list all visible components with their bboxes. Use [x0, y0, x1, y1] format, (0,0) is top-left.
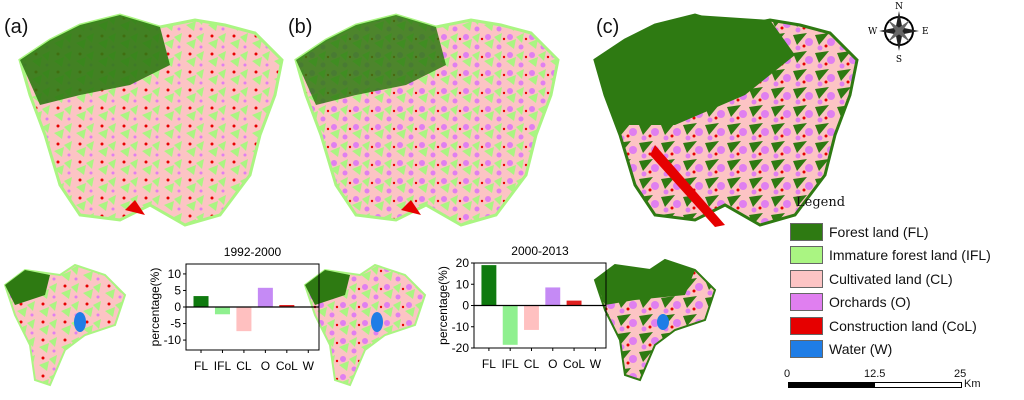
- x-tick-label: IFL: [214, 359, 232, 373]
- legend-title: Legend: [796, 195, 846, 210]
- x-tick-label: CoL: [563, 357, 585, 371]
- bar-cl: [236, 307, 252, 332]
- legend-label: Cultivated land (CL): [829, 270, 953, 287]
- y-axis-label: percentage(%): [148, 268, 162, 347]
- x-tick-label: CL: [236, 359, 252, 373]
- chart-title: 2000-2013: [511, 244, 569, 258]
- legend-swatch: [790, 269, 823, 288]
- y-tick-label: 10: [456, 277, 470, 291]
- compass-s: S: [896, 55, 902, 65]
- panel-label-a: (a): [4, 16, 29, 38]
- bar-o: [257, 287, 273, 307]
- legend-label: Water (W): [829, 341, 893, 358]
- legend: Legend Forest land (FL) Immature forest l…: [790, 195, 991, 361]
- chart-title: 1992-2000: [224, 245, 282, 259]
- small-map-b: [304, 264, 426, 386]
- legend-swatch: [790, 246, 823, 265]
- legend-item: Forest land (FL): [790, 220, 991, 244]
- scale-bar-graphic: [788, 382, 962, 388]
- scale-label-mid: 12.5: [864, 368, 886, 380]
- panel-label-c: (c): [596, 16, 620, 38]
- compass-e: E: [922, 27, 929, 37]
- compass-n: N: [895, 2, 903, 12]
- x-tick-label: O: [261, 359, 270, 373]
- x-tick-label: FL: [194, 359, 208, 373]
- bar-col: [279, 305, 295, 307]
- bar-fl: [481, 265, 497, 306]
- y-tick-label: -10: [164, 333, 182, 347]
- compass-w: W: [868, 27, 878, 37]
- y-tick-label: 5: [174, 283, 181, 297]
- legend-item: Orchards (O): [790, 291, 991, 315]
- panel-label-b: (b): [288, 16, 313, 38]
- legend-item: Immature forest land (IFL): [790, 244, 991, 268]
- legend-item: Cultivated land (CL): [790, 267, 991, 291]
- legend-label: Immature forest land (IFL): [829, 247, 991, 264]
- legend-item: Water (W): [790, 338, 991, 362]
- y-tick-label: -10: [452, 320, 470, 334]
- legend-item: Construction land (CoL): [790, 314, 991, 338]
- compass-rose-icon: N S E W: [868, 2, 929, 65]
- y-tick-label: 0: [462, 299, 469, 313]
- y-tick-label: -20: [452, 341, 470, 355]
- bar-o: [545, 287, 561, 306]
- scale-unit: Km: [964, 378, 981, 390]
- x-tick-label: FL: [482, 357, 496, 371]
- bar-fl: [193, 296, 209, 307]
- scale-label-end: 25: [954, 368, 967, 380]
- map-b: [294, 13, 560, 227]
- legend-swatch: [790, 316, 823, 335]
- map-c: [593, 13, 859, 227]
- x-tick-label: CL: [524, 357, 540, 371]
- legend-label: Forest land (FL): [829, 223, 929, 240]
- x-tick-label: W: [303, 359, 315, 373]
- y-tick-label: -5: [170, 317, 181, 331]
- legend-swatch: [790, 293, 823, 312]
- legend-swatch: [790, 222, 823, 241]
- scale-label-0: 0: [784, 368, 791, 380]
- map-a: [18, 13, 284, 227]
- legend-label: Construction land (CoL): [829, 317, 977, 334]
- bar-cl: [524, 305, 539, 330]
- y-axis-label: percentage(%): [436, 266, 450, 345]
- x-tick-label: W: [590, 357, 602, 371]
- small-map-c: [594, 259, 716, 381]
- legend-swatch: [790, 340, 823, 359]
- y-tick-label: 10: [168, 267, 182, 281]
- bar-ifl: [214, 307, 230, 315]
- x-tick-label: O: [548, 357, 557, 371]
- x-tick-label: IFL: [502, 357, 520, 371]
- x-tick-label: CoL: [276, 359, 298, 373]
- y-tick-label: 20: [456, 256, 470, 270]
- bar-ifl: [502, 305, 518, 345]
- small-map-a: [4, 264, 126, 386]
- legend-label: Orchards (O): [829, 294, 911, 311]
- y-tick-label: 0: [174, 300, 181, 314]
- bar-col: [566, 300, 582, 306]
